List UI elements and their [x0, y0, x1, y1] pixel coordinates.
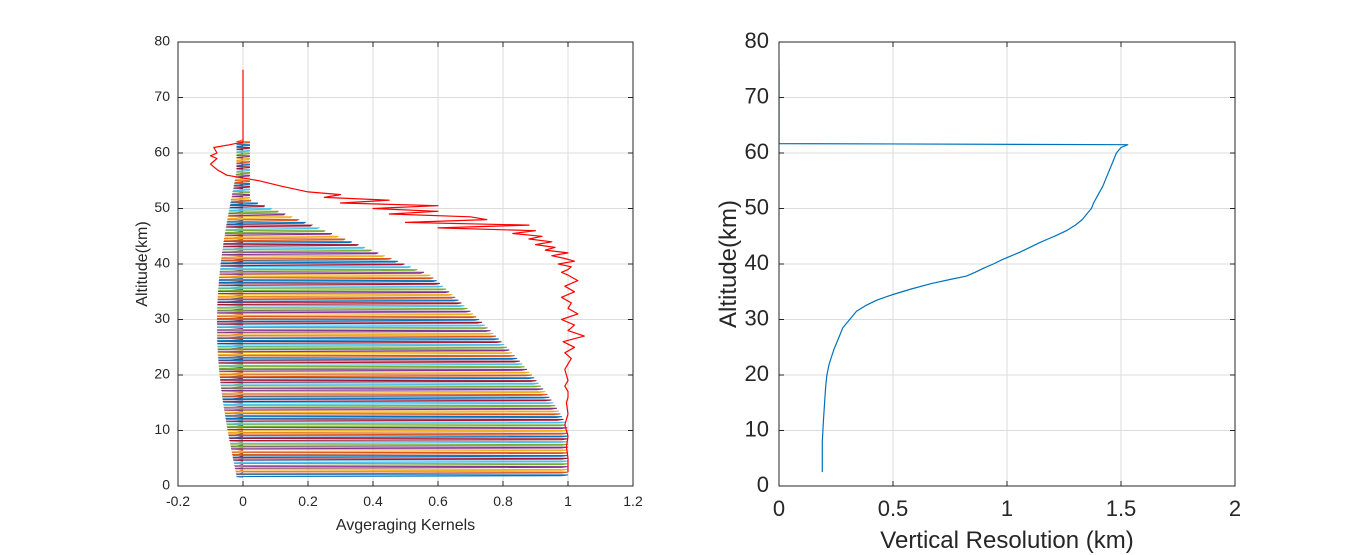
- y-tick-label: 0: [162, 477, 170, 493]
- y-tick-label: 30: [745, 305, 769, 330]
- y-tick-label: 20: [745, 361, 769, 386]
- y-tick-label: 80: [154, 33, 170, 49]
- y-tick-label: 0: [757, 472, 769, 497]
- x-tick-label: 1: [1001, 496, 1013, 521]
- x-tick-label: 1.5: [1106, 496, 1137, 521]
- x-tick-label: 0.8: [493, 493, 513, 509]
- y-tick-label: 20: [154, 366, 170, 382]
- y-tick-label: 70: [154, 88, 170, 104]
- y-tick-label: 10: [154, 421, 170, 437]
- x-axis-label: Vertical Resolution (km): [880, 527, 1133, 554]
- series-line: [209, 69, 585, 473]
- y-axis-label: Altitude(km): [134, 221, 151, 306]
- averaging-kernel-chart: -0.2 0 0.2 0.4 0.6 0.8 1 1.201020304050607080Av…: [134, 33, 643, 534]
- plot-area: [209, 69, 585, 478]
- series-line: [779, 69, 1129, 473]
- x-tick-label: -0.2: [166, 493, 190, 509]
- x-tick-label: 0.2: [298, 493, 318, 509]
- y-tick-label: 60: [745, 139, 769, 164]
- y-tick-label: 60: [154, 144, 170, 160]
- plot-area: [779, 69, 1129, 473]
- y-tick-label: 40: [745, 250, 769, 275]
- y-tick-label: 40: [154, 255, 170, 271]
- x-tick-label: 0.4: [363, 493, 383, 509]
- x-tick-label: 0: [239, 493, 247, 509]
- y-tick-label: 70: [745, 83, 769, 108]
- x-axis-label: Avgeraging Kernels: [336, 517, 475, 534]
- y-tick-label: 50: [745, 194, 769, 219]
- y-axis-label: Altitude(km): [715, 200, 742, 328]
- x-tick-label: 0: [773, 496, 785, 521]
- y-tick-label: 80: [745, 28, 769, 53]
- x-tick-label: 0.5: [878, 496, 909, 521]
- y-tick-label: 10: [745, 416, 769, 441]
- x-tick-label: 0.6: [428, 493, 448, 509]
- y-tick-label: 30: [154, 310, 170, 326]
- x-tick-label: 1.2: [623, 493, 643, 509]
- x-tick-label: 2: [1229, 496, 1241, 521]
- x-tick-label: 1: [564, 493, 572, 509]
- y-tick-label: 50: [154, 199, 170, 215]
